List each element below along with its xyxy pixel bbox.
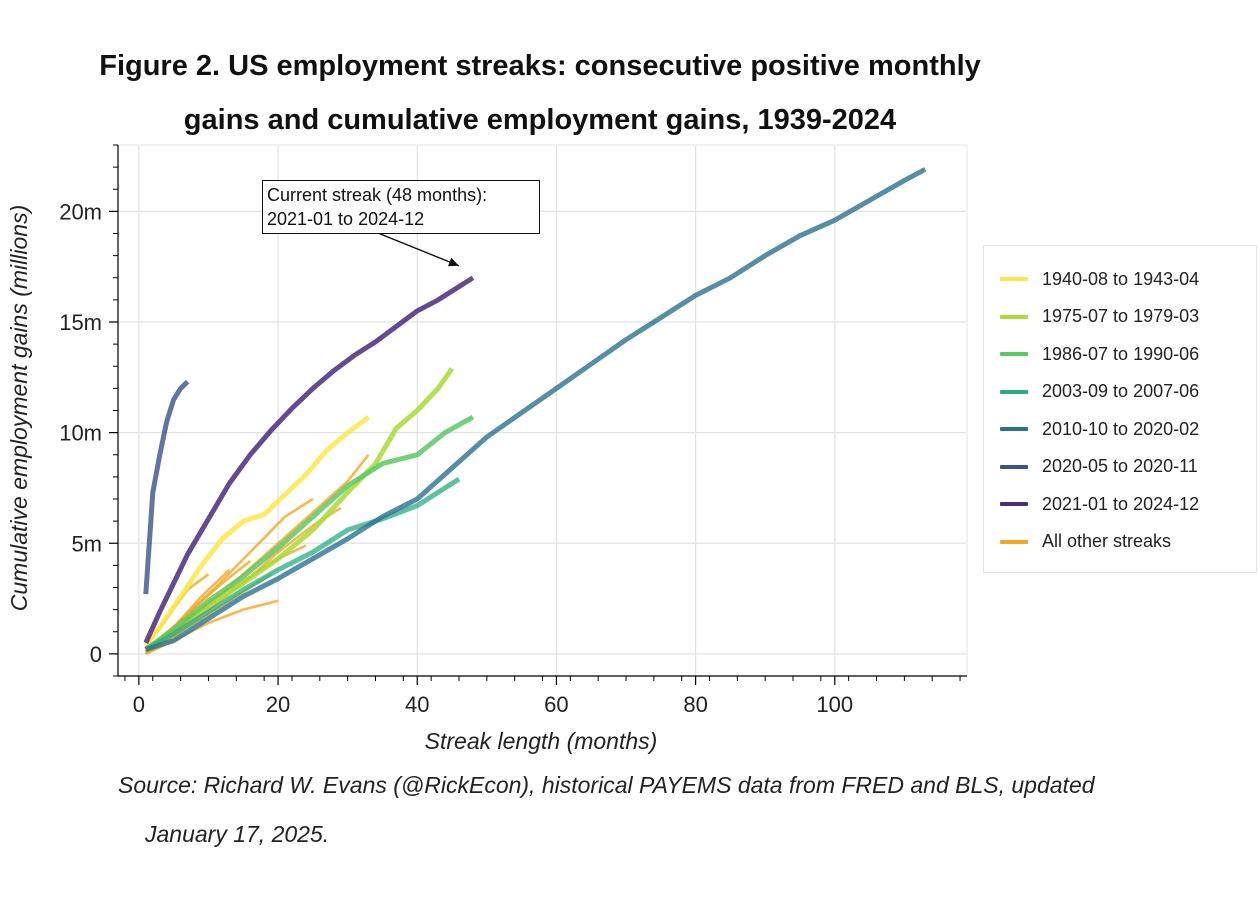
- legend-swatch: [1000, 427, 1028, 431]
- x-axis-label: Streak length (months): [425, 728, 658, 754]
- series-line-1975-07-to-1979-03: [144, 367, 455, 652]
- y-tick-label: 5m: [71, 531, 102, 556]
- series-line-2003-09-to-2007-06: [144, 476, 461, 652]
- ticks: 0 20 40 60 80 100 0 5m 10m 15m 20m: [59, 144, 961, 717]
- chart-legend: 1940-08 to 1943-04 1975-07 to 1979-03 1986…: [983, 245, 1257, 573]
- legend-swatch: [1000, 539, 1028, 544]
- legend-swatch: [1000, 502, 1028, 506]
- y-tick-label: 20m: [59, 199, 102, 224]
- legend-swatch: [1000, 277, 1028, 281]
- x-tick-label: 60: [544, 692, 568, 717]
- legend-swatch: [1000, 314, 1028, 319]
- legend-swatch: [1000, 464, 1028, 469]
- chart-title-line-1: Figure 2. US employment streaks: consecu…: [99, 50, 981, 82]
- legend-label: All other streaks: [1042, 531, 1172, 551]
- legend-item: 2021-01 to 2024-12: [1000, 492, 1199, 516]
- legend-swatch: [1000, 389, 1028, 394]
- series-line-2021-01-to-2024-12: [143, 275, 475, 644]
- legend-label: 2021-01 to 2024-12: [1042, 493, 1200, 514]
- legend-label: 2010-10 to 2020-02: [1042, 418, 1200, 439]
- series-line-2020-05-to-2020-11: [143, 379, 190, 595]
- x-tick-label: 40: [405, 692, 429, 717]
- x-tick-label: 0: [133, 692, 145, 717]
- series-line-1940-08-to-1943-04: [143, 415, 370, 647]
- legend-label: 1986-07 to 1990-06: [1042, 343, 1200, 364]
- legend-item: 2003-09 to 2007-06: [1000, 380, 1199, 404]
- y-axis-label: Cumulative employment gains (millions): [6, 205, 32, 611]
- x-tick-label: 80: [683, 692, 707, 717]
- annotation-arrow: [377, 232, 460, 267]
- series-line-1986-07-to-1990-06: [144, 414, 475, 652]
- legend-item: 1986-07 to 1990-06: [1000, 342, 1199, 366]
- current-streak-annotation: Current streak (48 months): 2021-01 to 2…: [262, 180, 540, 234]
- annotation-line-2: 2021-01 to 2024-12: [267, 209, 425, 229]
- y-tick-label: 0: [90, 642, 102, 667]
- series-lines: [143, 167, 927, 656]
- y-tick-label: 15m: [59, 310, 102, 335]
- legend-item: 2020-05 to 2020-11: [1000, 455, 1198, 479]
- y-tick-label: 10m: [59, 421, 102, 446]
- legend-item: 2010-10 to 2020-02: [1000, 417, 1199, 441]
- legend-swatch: [1000, 352, 1028, 356]
- x-tick-label: 20: [266, 692, 290, 717]
- x-tick-label: 100: [816, 692, 853, 717]
- legend-item: All other streaks: [1000, 530, 1171, 554]
- legend-label: 1975-07 to 1979-03: [1042, 306, 1200, 326]
- legend-item: 1975-07 to 1979-03: [1000, 305, 1199, 329]
- legend-label: 1940-08 to 1943-04: [1042, 268, 1200, 289]
- annotation-arrow-shaft: [377, 232, 460, 267]
- legend-label: 2003-09 to 2007-06: [1042, 381, 1200, 401]
- legend-label: 2020-05 to 2020-11: [1042, 456, 1198, 476]
- source-note-line-2: January 17, 2025.: [145, 821, 330, 847]
- chart-title-line-2: gains and cumulative employment gains, 1…: [183, 104, 897, 136]
- annotation-arrow-head: [448, 257, 459, 267]
- legend-item: 1940-08 to 1943-04: [1000, 267, 1199, 291]
- series-line-2010-10-to-2020-02: [145, 167, 927, 652]
- source-note-line-1: Source: Richard W. Evans (@RickEcon), hi…: [118, 772, 1095, 798]
- annotation-line-1: Current streak (48 months):: [267, 185, 488, 205]
